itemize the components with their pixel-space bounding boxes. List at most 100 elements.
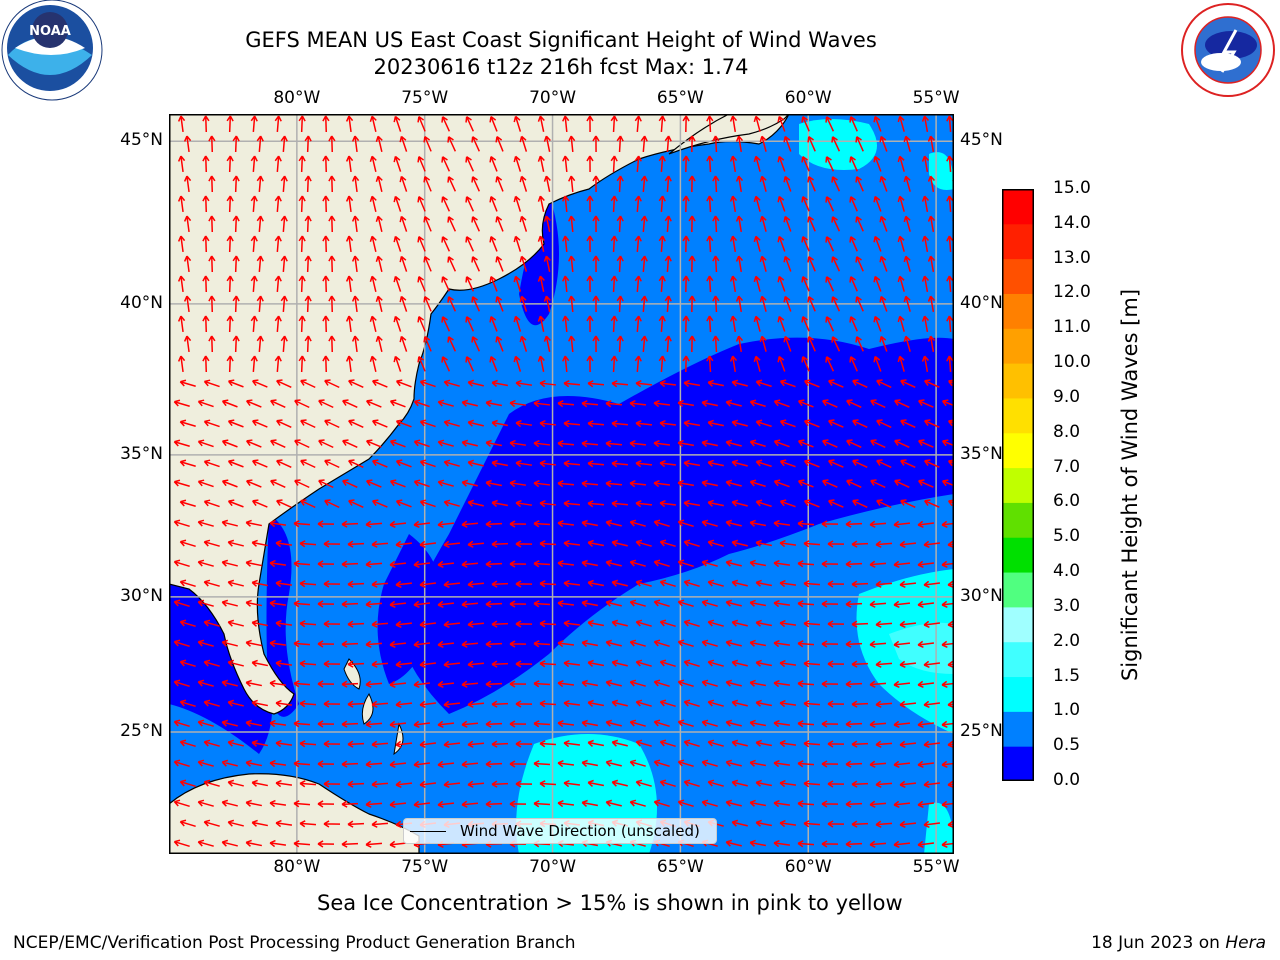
chart-subtitle: 20230616 t12z 216h fcst Max: 1.74 — [373, 55, 749, 79]
wave-direction-arrow — [304, 135, 312, 153]
wave-direction-arrow — [245, 839, 262, 847]
wave-direction-arrow — [923, 740, 941, 749]
wave-direction-arrow — [828, 459, 844, 468]
wave-direction-arrow — [562, 355, 570, 373]
wave-direction-arrow — [586, 195, 594, 213]
wave-direction-arrow — [876, 499, 892, 509]
wave-direction-arrow — [328, 335, 336, 353]
wave-direction-arrow — [515, 740, 533, 748]
run-date: 18 Jun 2023 on Hera — [1091, 933, 1266, 953]
wave-direction-arrow — [533, 600, 551, 608]
wave-direction-arrow — [365, 600, 383, 608]
wave-direction-arrow — [513, 275, 522, 292]
wave-direction-arrow — [682, 315, 690, 333]
wave-direction-arrow — [923, 780, 941, 789]
wave-direction-arrow — [317, 560, 335, 568]
wave-direction-arrow — [227, 539, 244, 547]
wave-direction-arrow — [347, 540, 365, 548]
wave-direction-arrow — [879, 335, 888, 352]
wave-direction-arrow — [610, 315, 618, 333]
wave-direction-arrow — [562, 155, 570, 173]
wave-direction-arrow — [592, 335, 600, 353]
wave-direction-arrow — [568, 335, 576, 353]
colorbar-segment — [1003, 676, 1033, 712]
wave-direction-arrow — [755, 459, 772, 468]
wave-direction-arrow — [797, 680, 815, 688]
wave-direction-arrow — [801, 316, 810, 332]
wave-direction-arrow — [629, 679, 646, 687]
wave-direction-arrow — [437, 439, 454, 447]
wave-direction-arrow — [365, 680, 383, 688]
wave-direction-arrow — [634, 235, 642, 253]
wave-direction-arrow — [533, 560, 551, 568]
wave-direction-arrow — [658, 195, 666, 213]
wave-direction-arrow — [366, 479, 382, 488]
wave-direction-arrow — [706, 195, 714, 213]
wave-direction-arrow — [634, 115, 642, 133]
wave-direction-arrow — [803, 620, 821, 628]
wave-direction-arrow — [300, 419, 316, 429]
wave-direction-arrow — [659, 659, 676, 668]
wave-direction-arrow — [202, 315, 210, 333]
wave-direction-arrow — [221, 799, 238, 807]
wave-direction-arrow — [563, 619, 581, 628]
wave-direction-arrow — [845, 720, 863, 728]
wave-direction-arrow — [755, 419, 772, 428]
wave-direction-arrow — [351, 335, 360, 353]
wave-direction-arrow — [917, 840, 935, 849]
wave-direction-arrow — [221, 599, 238, 607]
wave-direction-arrow — [779, 419, 796, 428]
wave-direction-arrow — [677, 519, 694, 528]
wave-direction-arrow — [342, 479, 358, 488]
wave-direction-arrow — [221, 559, 238, 567]
wave-direction-arrow — [807, 136, 816, 152]
wave-direction-arrow — [299, 700, 317, 708]
wave-direction-arrow — [927, 255, 936, 273]
wave-direction-arrow — [946, 115, 954, 133]
wave-direction-arrow — [372, 499, 388, 508]
wave-direction-arrow — [821, 760, 839, 768]
wave-direction-arrow — [899, 740, 917, 749]
wave-direction-arrow — [849, 196, 858, 212]
wave-direction-arrow — [539, 580, 557, 588]
wave-direction-arrow — [395, 780, 413, 788]
wave-direction-arrow — [828, 419, 844, 428]
wave-direction-arrow — [269, 719, 287, 728]
colorbar-tick-label: 10.0 — [1053, 352, 1091, 373]
wave-direction-arrow — [537, 195, 545, 212]
wave-direction-arrow — [489, 235, 498, 252]
lat-tick-label-left: 40°N — [120, 292, 163, 313]
wave-direction-arrow — [677, 479, 695, 488]
wave-direction-arrow — [543, 215, 551, 232]
wave-direction-arrow — [635, 779, 652, 787]
wave-direction-arrow — [179, 619, 196, 628]
wave-direction-arrow — [688, 215, 696, 233]
colorbar-tick-label: 5.0 — [1053, 526, 1081, 547]
colorbar-segment — [1003, 537, 1033, 573]
wave-direction-arrow — [777, 155, 786, 172]
wave-direction-arrow — [202, 275, 210, 293]
wave-direction-arrow — [491, 540, 509, 548]
wave-direction-arrow — [227, 659, 244, 667]
wave-direction-arrow — [419, 780, 437, 789]
wave-direction-arrow — [461, 399, 478, 407]
wave-direction-arrow — [389, 760, 407, 768]
wave-direction-arrow — [465, 116, 475, 132]
wave-direction-arrow — [328, 255, 336, 273]
colorbar-tick-label: 14.0 — [1053, 212, 1091, 233]
wave-direction-arrow — [179, 659, 196, 668]
wave-direction-arrow — [755, 819, 772, 827]
wave-direction-arrow — [298, 195, 306, 213]
wave-direction-arrow — [941, 600, 954, 609]
wave-direction-arrow — [903, 175, 911, 192]
wave-direction-arrow — [513, 315, 522, 332]
wave-direction-arrow — [227, 419, 244, 428]
wave-direction-arrow — [701, 479, 718, 487]
wave-direction-arrow — [701, 639, 718, 647]
wave-direction-arrow — [946, 235, 954, 253]
wave-direction-arrow — [347, 780, 365, 788]
wave-direction-arrow — [269, 599, 287, 608]
wave-direction-arrow — [557, 440, 575, 448]
wave-direction-arrow — [304, 215, 312, 233]
wave-direction-arrow — [876, 459, 892, 469]
